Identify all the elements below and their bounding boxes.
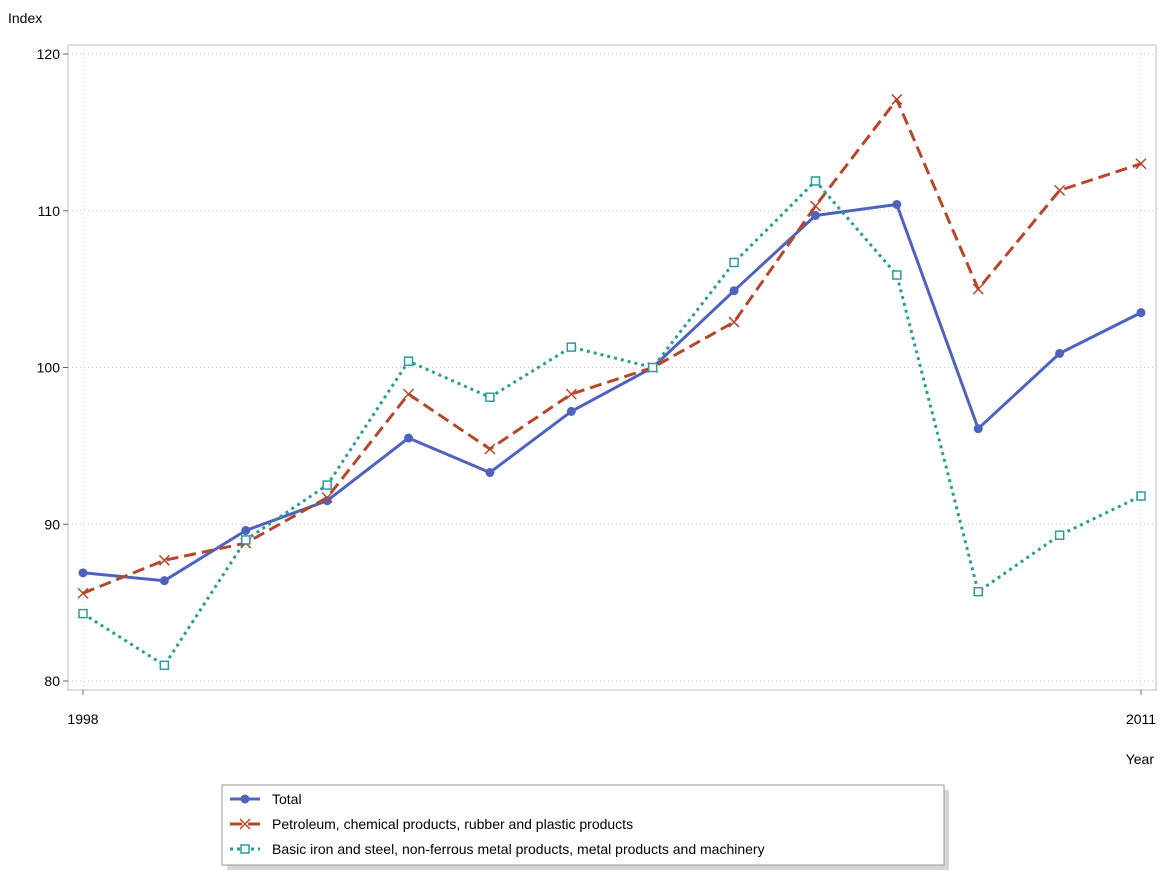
y-tick-label: 90 — [44, 516, 60, 532]
data-point — [728, 316, 740, 328]
x-tick-label: 2011 — [1126, 711, 1156, 727]
data-point — [973, 586, 983, 597]
y-axis-label: Index — [8, 10, 42, 26]
data-point — [78, 568, 88, 578]
y-tick-label: 80 — [44, 673, 60, 689]
data-point — [485, 468, 495, 478]
legend: Total Petroleum, chemical products, rubbe… — [221, 784, 949, 870]
data-point — [484, 443, 496, 455]
data-point — [403, 356, 414, 366]
series-line-1 — [82, 203, 1142, 583]
series-lines — [82, 98, 1142, 667]
data-point — [566, 406, 576, 416]
axis-ticks: 80 90 100 110 120 1998 2011 — [37, 46, 1157, 727]
data-point — [403, 388, 415, 400]
data-point — [1135, 158, 1147, 170]
data-point — [1136, 491, 1146, 501]
data-point — [159, 576, 169, 586]
data-point — [565, 388, 577, 400]
series-markers — [77, 93, 1147, 671]
data-point — [1054, 184, 1066, 196]
data-point — [321, 492, 333, 504]
data-point — [322, 480, 332, 490]
data-point — [729, 257, 739, 268]
data-point — [1055, 348, 1065, 358]
data-point — [972, 283, 984, 295]
data-point — [566, 342, 577, 352]
data-point — [159, 660, 170, 671]
data-point — [485, 392, 495, 403]
y-tick-label: 100 — [37, 360, 61, 376]
data-point — [891, 93, 903, 105]
legend-label-3: Basic iron and steel, non-ferrous metal … — [272, 841, 765, 857]
data-point — [892, 199, 902, 209]
data-point — [1054, 530, 1065, 540]
data-point — [78, 608, 88, 619]
data-point — [404, 433, 414, 443]
series-line-2 — [82, 98, 1142, 595]
legend-marker-3 — [240, 844, 250, 854]
legend-label-1: Total — [272, 791, 302, 807]
legend-box — [221, 784, 945, 866]
data-point — [810, 176, 821, 186]
data-point — [241, 535, 251, 545]
data-point — [322, 496, 332, 506]
x-axis-label: Year — [1126, 751, 1155, 767]
y-tick-label: 120 — [37, 46, 61, 62]
data-point — [810, 210, 820, 220]
legend-marker-1 — [240, 794, 250, 804]
data-point — [973, 424, 983, 434]
data-point — [77, 587, 89, 599]
data-point — [892, 270, 902, 280]
y-tick-label: 110 — [38, 203, 61, 219]
data-point — [809, 200, 821, 212]
x-tick-label: 1998 — [67, 711, 98, 727]
data-point — [1136, 308, 1146, 318]
data-point — [241, 526, 251, 536]
data-point — [647, 362, 658, 373]
data-point — [158, 554, 170, 566]
legend-label-2: Petroleum, chemical products, rubber and… — [272, 816, 633, 832]
data-point — [729, 286, 739, 296]
legend-marker-2 — [239, 818, 251, 830]
gridlines — [68, 45, 1156, 690]
